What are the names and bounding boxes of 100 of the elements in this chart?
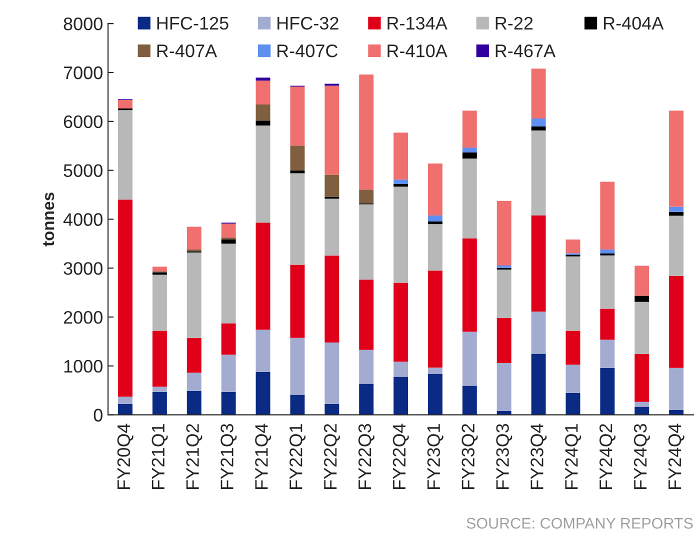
- bar: [359, 350, 374, 384]
- bar: [152, 386, 167, 392]
- x-tick-label: FY22Q2: [324, 424, 340, 489]
- bar: [566, 392, 580, 415]
- bar: [669, 206, 684, 212]
- x-tick-label: FY21Q1: [152, 424, 168, 489]
- bar: [394, 282, 408, 362]
- legend-label: HFC-125: [157, 16, 228, 30]
- bar: [600, 250, 615, 254]
- legend-label: R-404A: [604, 16, 664, 30]
- bar: [221, 224, 236, 238]
- bar: [186, 226, 202, 250]
- bar: [634, 406, 650, 415]
- bar: [428, 216, 442, 222]
- bar: [186, 390, 202, 415]
- bar: [531, 126, 546, 130]
- bar: [118, 110, 132, 200]
- bar: [428, 224, 442, 271]
- bar: [394, 376, 408, 415]
- bar: [531, 216, 546, 312]
- bar: [290, 394, 305, 415]
- bar: [634, 296, 650, 302]
- bar: [462, 332, 477, 386]
- bar: [118, 100, 132, 108]
- x-tick-label: FY20Q4: [117, 424, 134, 489]
- bar: [462, 386, 477, 415]
- bar: [531, 68, 546, 118]
- legend-label: R-22: [496, 16, 533, 30]
- bar: [359, 74, 374, 190]
- bar: [428, 374, 442, 415]
- legend-label: R-407C: [278, 44, 338, 58]
- bar: [256, 222, 270, 330]
- y-tick-label: 4000: [63, 213, 102, 226]
- bar: [221, 244, 236, 324]
- bar: [600, 368, 615, 415]
- bar: [600, 308, 615, 340]
- bar: [462, 152, 477, 159]
- bar: [118, 404, 132, 415]
- bar: [221, 323, 236, 355]
- bar: [428, 368, 442, 374]
- bar: [634, 266, 650, 296]
- x-tick-label: FY23Q4: [530, 424, 547, 489]
- bar: [669, 410, 684, 415]
- bar: [531, 312, 546, 354]
- x-tick-label: FY22Q1: [290, 424, 306, 489]
- bar: [531, 130, 546, 216]
- bar: [118, 200, 132, 397]
- bar: [186, 252, 202, 338]
- x-tick-label: FY24Q3: [634, 424, 650, 489]
- bar: [324, 342, 340, 404]
- bar: [256, 120, 270, 126]
- bar: [600, 340, 615, 368]
- bar: [496, 318, 512, 364]
- bar: [152, 392, 167, 415]
- x-tick-label: FY21Q4: [255, 424, 272, 489]
- x-tick-label: FY22Q4: [392, 424, 409, 489]
- y-tick-label: 3000: [64, 262, 102, 275]
- bar: [324, 174, 340, 197]
- bar: [394, 180, 408, 184]
- x-tick-label: FY21Q2: [186, 424, 202, 489]
- bar: [462, 158, 477, 239]
- bar: [359, 190, 374, 204]
- y-tick-label: 1000: [64, 360, 102, 373]
- bar: [118, 396, 132, 404]
- bar: [600, 255, 615, 309]
- bar: [256, 126, 270, 223]
- bar: [290, 338, 305, 395]
- y-tick-label: 0: [94, 408, 102, 422]
- bar: [600, 182, 615, 250]
- y-tick-label: 8000: [64, 18, 102, 30]
- bar: [566, 240, 580, 254]
- legend-label: R-410A: [388, 44, 448, 58]
- bar: [256, 104, 270, 121]
- y-tick-label: 2000: [64, 310, 102, 324]
- legend-label: R-407A: [157, 44, 218, 58]
- bar: [256, 78, 270, 81]
- bar: [359, 280, 374, 350]
- source-note: SOURCE: COMPANY REPORTS: [466, 518, 693, 529]
- bar: [428, 270, 442, 368]
- x-tick-label: FY23Q1: [427, 424, 444, 489]
- bar: [394, 184, 408, 187]
- bar: [290, 170, 305, 174]
- bar: [531, 354, 546, 415]
- y-tick-label: 5000: [64, 164, 102, 178]
- bar: [496, 265, 512, 268]
- legend-label: R-134A: [388, 16, 448, 30]
- bar: [669, 216, 684, 276]
- bar: [634, 354, 650, 402]
- bar: [496, 410, 512, 415]
- bar: [428, 221, 442, 224]
- bar: [496, 270, 512, 318]
- x-tick-label: FY23Q3: [496, 424, 512, 489]
- bar: [290, 264, 305, 338]
- bar: [290, 173, 305, 265]
- bar: [324, 86, 340, 175]
- x-tick-label: FY21Q3: [220, 424, 237, 489]
- bar: [290, 146, 305, 171]
- x-tick-label: FY24Q4: [668, 424, 684, 489]
- bar: [566, 256, 580, 331]
- x-tick-label: FY22Q3: [358, 424, 374, 489]
